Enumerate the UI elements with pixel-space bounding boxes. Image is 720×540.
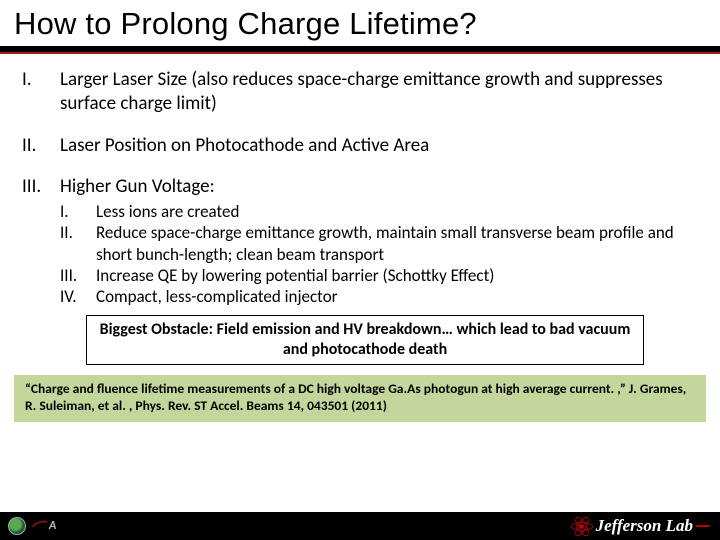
sublist-text: Compact, less-complicated injector bbox=[96, 286, 338, 307]
atom-icon bbox=[570, 517, 594, 535]
sublist-number: I. bbox=[60, 201, 96, 222]
list-number: II. bbox=[22, 134, 60, 158]
list-text: Higher Gun Voltage: bbox=[60, 175, 215, 199]
jlab-line-icon bbox=[696, 525, 710, 527]
slide: How to Prolong Charge Lifetime? I. Large… bbox=[0, 0, 720, 540]
list-number: III. bbox=[22, 175, 60, 199]
list-text: Larger Laser Size (also reduces space-ch… bbox=[60, 68, 698, 116]
slide-title: How to Prolong Charge Lifetime? bbox=[14, 6, 706, 42]
sublist-text: Less ions are created bbox=[96, 201, 239, 222]
sublist-text: Reduce space-charge emittance growth, ma… bbox=[96, 222, 698, 265]
sublist-number: IV. bbox=[60, 286, 96, 307]
obstacle-box: Biggest Obstacle: Field emission and HV … bbox=[86, 315, 644, 365]
jlab-text: Jefferson Lab bbox=[596, 516, 693, 536]
sublist: I. Less ions are created II. Reduce spac… bbox=[60, 201, 698, 307]
footer-left: A bbox=[0, 517, 56, 535]
sublist-item: III. Increase QE by lowering potential b… bbox=[60, 265, 698, 286]
title-rule bbox=[0, 46, 720, 54]
list-item: I. Larger Laser Size (also reduces space… bbox=[22, 68, 698, 116]
list-number: I. bbox=[22, 68, 60, 116]
swoosh-icon bbox=[30, 519, 48, 533]
sublist-number: II. bbox=[60, 222, 96, 265]
content: I. Larger Laser Size (also reduces space… bbox=[0, 54, 720, 365]
reference-box: “Charge and fluence lifetime measurement… bbox=[14, 375, 706, 422]
rule-red bbox=[0, 52, 720, 54]
sublist-item: I. Less ions are created bbox=[60, 201, 698, 222]
title-area: How to Prolong Charge Lifetime? bbox=[0, 0, 720, 42]
footer: A Jefferson Lab bbox=[0, 512, 720, 540]
sublist-item: II. Reduce space-charge emittance growth… bbox=[60, 222, 698, 265]
sublist-item: IV. Compact, less-complicated injector bbox=[60, 286, 698, 307]
list-text: Laser Position on Photocathode and Activ… bbox=[60, 134, 429, 158]
list-item: III. Higher Gun Voltage: bbox=[22, 175, 698, 199]
list-item: II. Laser Position on Photocathode and A… bbox=[22, 134, 698, 158]
jlab-logo: Jefferson Lab bbox=[570, 516, 710, 536]
jsa-logo: A bbox=[30, 519, 56, 533]
sublist-number: III. bbox=[60, 265, 96, 286]
sublist-text: Increase QE by lowering potential barrie… bbox=[96, 265, 494, 286]
doe-seal-icon bbox=[8, 517, 26, 535]
